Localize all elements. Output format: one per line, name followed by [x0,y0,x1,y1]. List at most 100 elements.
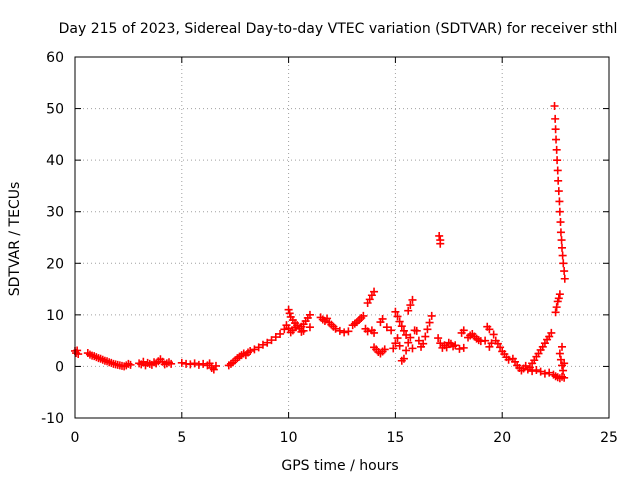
data-point [532,366,541,375]
data-point [391,339,400,348]
data-point [528,367,537,376]
data-point [556,218,565,227]
data-point [496,343,505,352]
data-point [284,305,293,314]
data-point [427,311,436,320]
data-point [406,333,415,342]
data-point [408,295,417,304]
data-point [340,328,349,337]
data-point [560,274,569,283]
data-point [554,294,563,303]
x-tick-label: 10 [280,430,298,446]
data-point [389,344,398,353]
y-tick-label: 60 [46,50,64,66]
data-points [71,101,569,383]
data-point [560,373,569,382]
data-point [554,176,563,185]
data-point [402,346,411,355]
data-point [557,236,566,245]
data-point [442,343,451,352]
data-point [399,354,408,363]
data-point [365,295,374,304]
data-point [246,346,255,355]
data-point [551,125,560,134]
data-point [553,166,562,175]
data-point [194,360,203,369]
data-point [299,326,308,335]
data-point [481,336,490,345]
data-point [540,369,549,378]
data-point [305,310,314,319]
x-axis-title: GPS time / hours [281,458,398,474]
data-point [370,328,379,337]
data-point [423,325,432,334]
data-point [382,323,391,332]
data-point [331,324,340,333]
data-point [395,341,404,350]
data-point [335,326,344,335]
data-point [363,327,372,336]
data-point [555,207,564,216]
data-point [397,322,406,331]
data-point [550,101,559,110]
x-tick-label: 0 [71,430,80,446]
data-point [547,328,556,337]
data-point [555,290,564,299]
data-point [414,336,423,345]
data-point [434,334,443,343]
data-point [555,197,564,206]
data-point [263,338,272,347]
data-point [558,243,567,252]
data-point [258,340,267,349]
data-point [554,187,563,196]
data-point [254,343,263,352]
data-point [545,368,554,377]
data-point [205,359,214,368]
y-tick-label: 30 [46,205,64,221]
data-point [489,330,498,339]
x-tick-label: 20 [493,430,511,446]
data-point [435,231,444,240]
data-point [177,358,186,367]
data-point [359,311,368,320]
data-point [285,309,294,318]
plot-frame [74,56,610,419]
y-tick-label: 0 [55,359,64,375]
data-point [186,360,195,369]
data-point [552,303,561,312]
axis-ticks: 0 5 10 15 20 25 -10 0 10 20 30 40 50 60 [41,50,618,446]
x-tick-label: 25 [600,430,618,446]
y-tick-label: 20 [46,256,64,272]
data-point [284,324,293,333]
data-point [378,314,387,323]
data-point [504,355,513,364]
data-point [455,344,464,353]
data-point [406,301,415,310]
data-point [559,259,568,268]
data-point [556,228,565,237]
data-point [126,360,135,369]
data-point [451,341,460,350]
data-point [190,359,199,368]
data-point [559,366,568,375]
data-point [560,267,569,276]
data-point [459,343,468,352]
data-point [250,345,259,354]
data-point [387,326,396,335]
y-tick-label: -10 [41,411,64,427]
data-point [393,312,402,321]
data-point [74,350,83,359]
data-point [402,330,411,339]
data-point [404,306,413,315]
data-point [167,359,176,368]
data-point [412,326,421,335]
data-point [457,328,466,337]
data-point [551,308,560,317]
data-point [370,287,379,296]
data-point [344,327,353,336]
x-tick-label: 15 [386,430,404,446]
y-tick-label: 40 [46,153,64,169]
y-axis-title: SDTVAR / TECUs [7,182,23,297]
data-point [560,359,569,368]
y-tick-label: 10 [46,308,64,324]
